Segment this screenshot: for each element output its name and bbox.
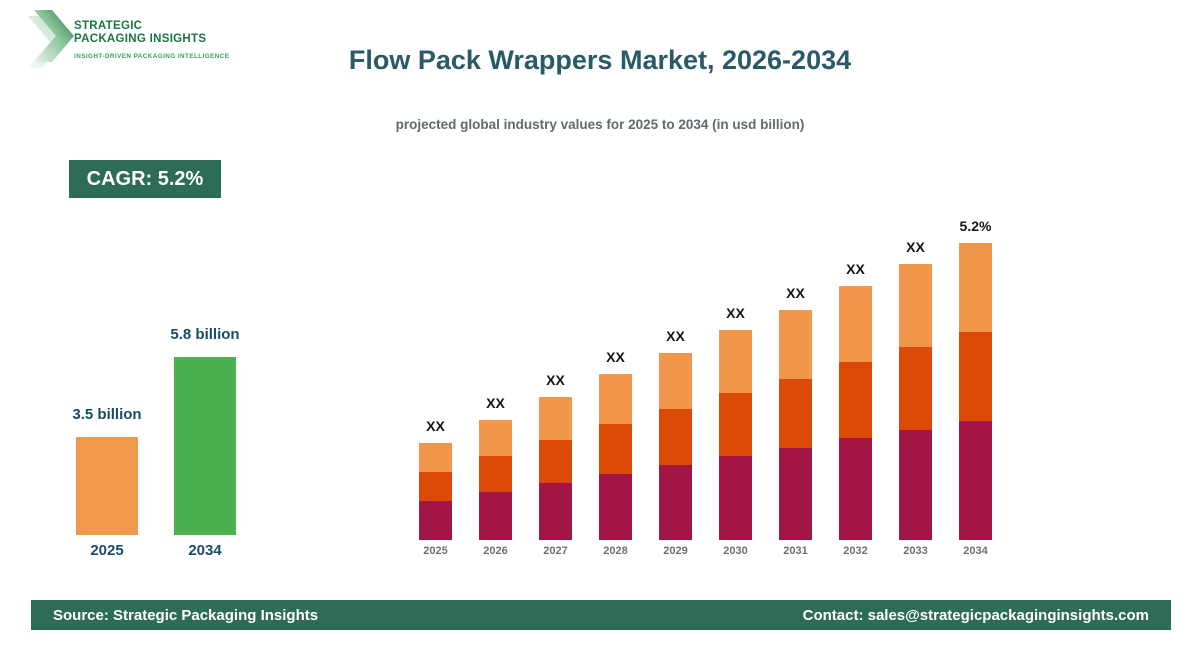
stacked-bar-2031: [779, 310, 812, 540]
stacked-bar-top-label: XX: [726, 305, 745, 321]
stacked-bar-2026: [479, 420, 512, 540]
page-subtitle: projected global industry values for 202…: [395, 117, 805, 132]
stacked-bar-2029: [659, 353, 692, 540]
logo: STRATEGIC PACKAGING INSIGHTS INSIGHT-DRI…: [28, 8, 258, 70]
summary-bar-column-2034: 5.8 billion 2034: [170, 320, 239, 560]
stacked-bar-top-label: XX: [486, 395, 505, 411]
segment-middle: [959, 332, 992, 421]
segment-middle: [839, 362, 872, 438]
segment-bottom: [659, 465, 692, 540]
stacked-bar-top-label: XX: [546, 372, 565, 388]
segment-middle: [659, 409, 692, 465]
logo-tagline: INSIGHT-DRIVEN PACKAGING INTELLIGENCE: [74, 53, 230, 60]
segment-bottom: [419, 501, 452, 540]
stacked-bar-top-label: XX: [906, 239, 925, 255]
segment-top: [959, 243, 992, 332]
summary-bar-chart: 3.5 billion 2025 5.8 billion 2034: [72, 320, 239, 560]
stacked-bar-2032: [839, 286, 872, 540]
segment-top: [539, 397, 572, 440]
stacked-bar-year-label: 2028: [603, 545, 628, 557]
stacked-bar-chart: XX 2025 XX 2026 XX 2027 XX 2028 XX 2029 XX 2030 XX 20…: [419, 196, 992, 558]
segment-middle: [719, 393, 752, 456]
stacked-bar-column-2032: XX 2032: [839, 196, 872, 558]
stacked-bar-2033: [899, 264, 932, 540]
segment-bottom: [479, 492, 512, 540]
stacked-bar-top-label: XX: [606, 349, 625, 365]
segment-top: [719, 330, 752, 393]
segment-bottom: [599, 474, 632, 540]
footer-source: Source: Strategic Packaging Insights: [53, 606, 319, 624]
segment-top: [419, 443, 452, 472]
stacked-bar-top-label: XX: [786, 285, 805, 301]
cagr-badge: CAGR: 5.2%: [69, 160, 221, 198]
stacked-bar-top-label: 5.2%: [959, 218, 992, 234]
stacked-bar-column-2031: XX 2031: [779, 196, 812, 558]
footer-bar: Source: Strategic Packaging Insights Con…: [31, 600, 1171, 630]
segment-middle: [899, 347, 932, 430]
segment-top: [599, 374, 632, 424]
summary-bar-year-label: 2025: [90, 542, 124, 559]
summary-bar-value-label: 5.8 billion: [170, 326, 240, 343]
summary-bar-year-label: 2034: [188, 542, 222, 559]
footer-contact: Contact: sales@strategicpackaginginsight…: [802, 606, 1149, 624]
stacked-bar-year-label: 2033: [903, 545, 928, 557]
segment-middle: [419, 472, 452, 501]
stacked-bar-2027: [539, 397, 572, 540]
segment-bottom: [839, 438, 872, 540]
stacked-bar-top-label: XX: [846, 261, 865, 277]
chevron-logo-icon: [28, 10, 74, 68]
segment-bottom: [959, 421, 992, 540]
stacked-bar-2025: [419, 443, 452, 540]
stacked-bar-column-2034: 5.2% 2034: [959, 196, 992, 558]
segment-top: [899, 264, 932, 347]
segment-bottom: [539, 483, 572, 540]
segment-bottom: [779, 448, 812, 540]
segment-top: [479, 420, 512, 456]
stacked-bar-year-label: 2034: [963, 545, 988, 557]
segment-middle: [539, 440, 572, 483]
summary-bar-2025: [76, 437, 138, 535]
segment-middle: [479, 456, 512, 492]
segment-top: [779, 310, 812, 379]
stacked-bar-column-2026: XX 2026: [479, 196, 512, 558]
stacked-bar-year-label: 2025: [423, 545, 448, 557]
stacked-bar-year-label: 2032: [843, 545, 868, 557]
segment-bottom: [719, 456, 752, 540]
stacked-bar-year-label: 2026: [483, 545, 508, 557]
page-title: Flow Pack Wrappers Market, 2026-2034: [348, 45, 852, 75]
stacked-bar-column-2028: XX 2028: [599, 196, 632, 558]
segment-middle: [779, 379, 812, 448]
stacked-bar-column-2030: XX 2030: [719, 196, 752, 558]
summary-bar-column-2025: 3.5 billion 2025: [72, 320, 141, 560]
logo-line1: STRATEGIC: [74, 20, 143, 32]
stacked-bar-top-label: XX: [666, 328, 685, 344]
stacked-bar-2028: [599, 374, 632, 540]
stacked-bar-year-label: 2029: [663, 545, 688, 557]
stacked-bar-2034: [959, 243, 992, 540]
segment-top: [839, 286, 872, 362]
stacked-bar-2030: [719, 330, 752, 540]
stacked-bar-year-label: 2030: [723, 545, 748, 557]
segment-middle: [599, 424, 632, 474]
stacked-bar-column-2027: XX 2027: [539, 196, 572, 558]
summary-bar-2034: [174, 357, 236, 535]
segment-bottom: [899, 430, 932, 540]
stacked-bar-column-2025: XX 2025: [419, 196, 452, 558]
stacked-bar-column-2029: XX 2029: [659, 196, 692, 558]
stacked-bar-year-label: 2027: [543, 545, 568, 557]
summary-bar-value-label: 3.5 billion: [72, 406, 142, 423]
stacked-bar-column-2033: XX 2033: [899, 196, 932, 558]
stacked-bar-top-label: XX: [426, 418, 445, 434]
segment-top: [659, 353, 692, 409]
stacked-bar-year-label: 2031: [783, 545, 808, 557]
logo-line2: PACKAGING INSIGHTS: [74, 33, 207, 45]
